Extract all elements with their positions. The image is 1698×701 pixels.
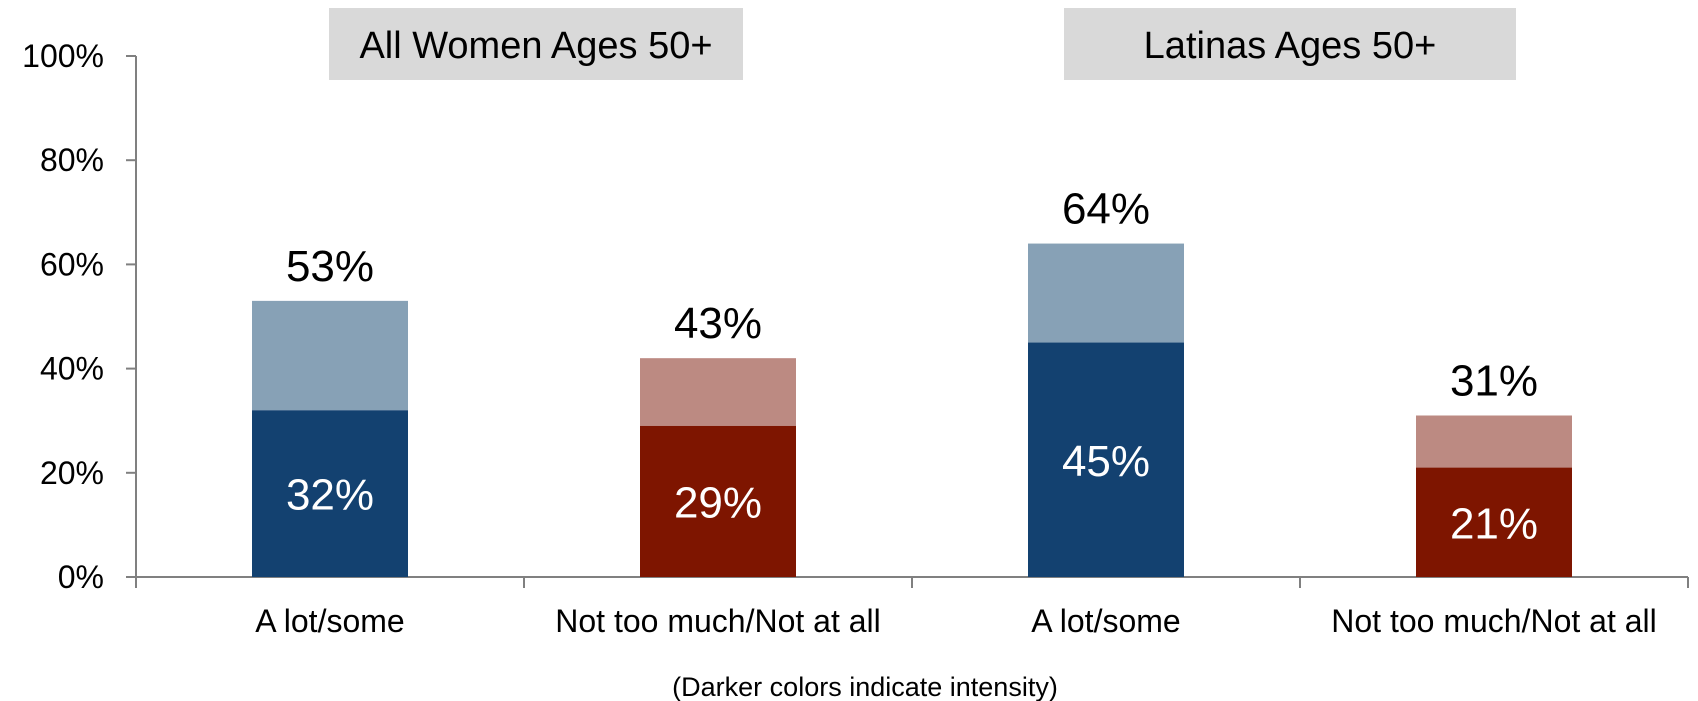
y-axis: 0% 20% 40% 60% 80% 100% [22,38,136,595]
bar-total-label: 31% [1450,356,1538,405]
y-tick-label: 80% [40,142,104,178]
bar-intense-label: 32% [286,471,374,520]
bar-total-label: 43% [674,299,762,348]
bar-segment-light [1028,244,1184,343]
group-header-label: Latinas Ages 50+ [1144,25,1437,67]
bar-intense-label: 29% [674,478,762,527]
x-tick-label: A lot/some [1031,603,1180,639]
y-tick-label: 100% [22,38,104,74]
footnote: (Darker colors indicate intensity) [672,672,1058,701]
bar-segment-light [252,301,408,410]
y-tick-label: 40% [40,351,104,387]
bar-intense-label: 45% [1062,437,1150,486]
x-axis: A lot/some Not too much/Not at all A lot/s… [136,577,1688,639]
bars: 53% 32% 43% 29% 64% 45% 31% 21% [252,185,1572,577]
x-tick-label: Not too much/Not at all [1331,603,1656,639]
y-tick-label: 60% [40,246,104,282]
group-header-label: All Women Ages 50+ [359,25,712,67]
y-tick-label: 0% [58,559,104,595]
x-tick-label: Not too much/Not at all [555,603,880,639]
bar-total-label: 64% [1062,185,1150,234]
bar-intense-label: 21% [1450,499,1538,548]
y-tick-label: 20% [40,455,104,491]
group-header-boxes: All Women Ages 50+ Latinas Ages 50+ [329,8,1516,80]
bar-total-label: 53% [286,242,374,291]
bar-segment-light [1416,415,1572,467]
x-tick-label: A lot/some [255,603,404,639]
bar-segment-light [640,358,796,426]
